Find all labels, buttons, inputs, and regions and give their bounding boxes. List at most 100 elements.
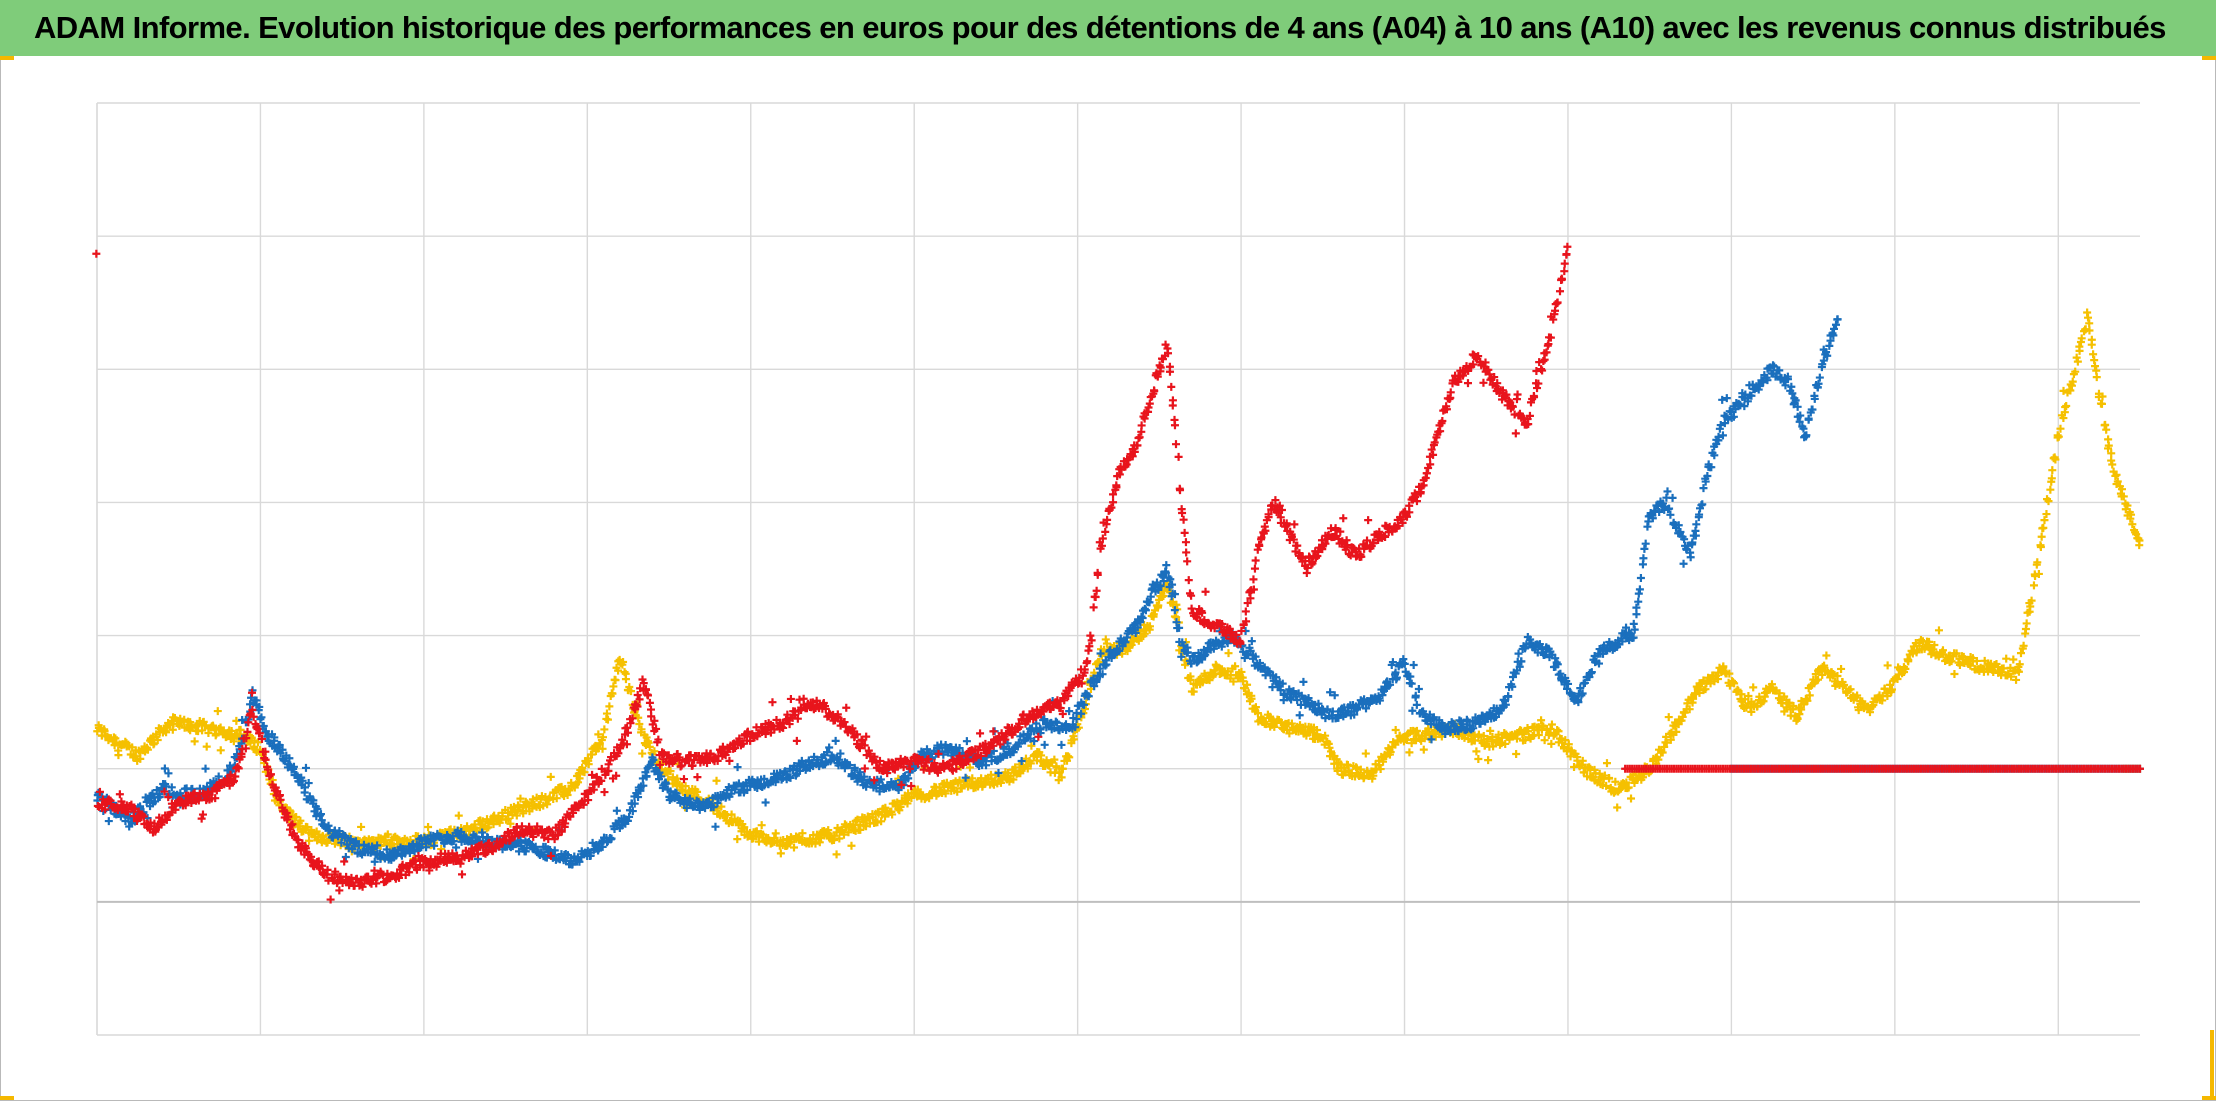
data-point [594,730,603,739]
data-point [877,817,886,826]
data-point [357,822,366,831]
data-point [666,767,675,776]
data-point [1966,661,1975,670]
data-point [335,886,344,895]
data-point [506,819,515,828]
data-point [693,787,702,796]
data-point [1057,740,1066,749]
data-point [1793,714,1802,723]
data-point [1352,764,1361,773]
data-point [621,669,630,678]
data-point [1419,745,1428,754]
data-point [1854,706,1863,715]
data-point [2135,536,2144,545]
data-point [832,850,841,859]
data-point [595,740,604,749]
data-point [1627,794,1636,803]
data-point [612,806,621,815]
data-point [341,852,350,861]
data-point [1184,576,1193,585]
data-point [1641,539,1650,548]
data-point [236,725,245,734]
data-point [198,726,207,735]
data-point [1999,664,2008,673]
data-point [1167,382,1176,391]
data-point [2059,414,2068,423]
data-point [1326,747,1335,756]
data-point [136,754,145,763]
data-point [2007,672,2016,681]
data-point [2029,581,2038,590]
data-point [1972,656,1981,665]
data-point [1249,575,1258,584]
data-point [1719,662,1728,671]
data-point [2034,569,2043,578]
data-point [1678,712,1687,721]
data-point [1578,756,1587,765]
data-point [1635,585,1644,594]
data-point [2123,501,2132,510]
data-point [2016,649,2025,658]
data-point [318,832,327,841]
data-point [2085,319,2094,328]
corner-mark-top-left [0,56,14,60]
data-point [605,702,614,711]
data-point [608,689,617,698]
data-point [1846,685,1855,694]
data-point [681,782,690,791]
data-point [1172,440,1180,449]
data-point [227,726,236,735]
data-point [253,738,262,747]
data-point [1472,747,1481,756]
data-point [1474,730,1483,739]
data-point [1664,713,1673,722]
data-point [114,746,123,755]
data-point [609,682,618,691]
data-point [1672,727,1681,736]
data-point [1547,739,1556,748]
data-point [2113,477,2122,486]
data-point [1513,390,1522,399]
data-point [519,809,528,818]
data-point [167,783,176,792]
data-point [1189,687,1198,696]
data-point [1364,516,1373,525]
data-point [2107,449,2116,458]
data-point [1058,764,1067,773]
data-point [1689,694,1698,703]
data-point [1405,748,1414,757]
data-point [1205,676,1214,685]
data-point [2048,466,2057,475]
data-point [1725,669,1734,678]
data-point [153,736,162,745]
data-point [2111,471,2120,480]
data-point [1247,691,1256,700]
data-point [790,843,799,852]
data-point [1630,778,1639,787]
data-point [2077,334,2086,343]
data-point [1815,373,1824,382]
corner-mark-bottom-right [2202,1096,2216,1100]
data-point [584,760,593,769]
data-point [2112,470,2121,479]
corner-mark-top-right [2202,56,2216,60]
data-point [1658,748,1667,757]
data-point [1718,395,1727,404]
data-point [201,764,210,773]
data-point [2033,558,2042,567]
data-point [2084,313,2093,322]
data-point [1391,726,1400,734]
data-point [1952,649,1961,658]
data-point [611,676,620,685]
data-point [1290,520,1299,529]
data-point [776,849,785,858]
data-point [1840,680,1849,689]
data-point [1162,561,1171,570]
data-point [831,736,840,745]
data-point [1744,691,1753,700]
data-point [1564,740,1573,749]
data-point [1853,691,1862,700]
data-point [759,830,768,839]
data-point [2039,523,2048,532]
data-point [115,790,124,799]
